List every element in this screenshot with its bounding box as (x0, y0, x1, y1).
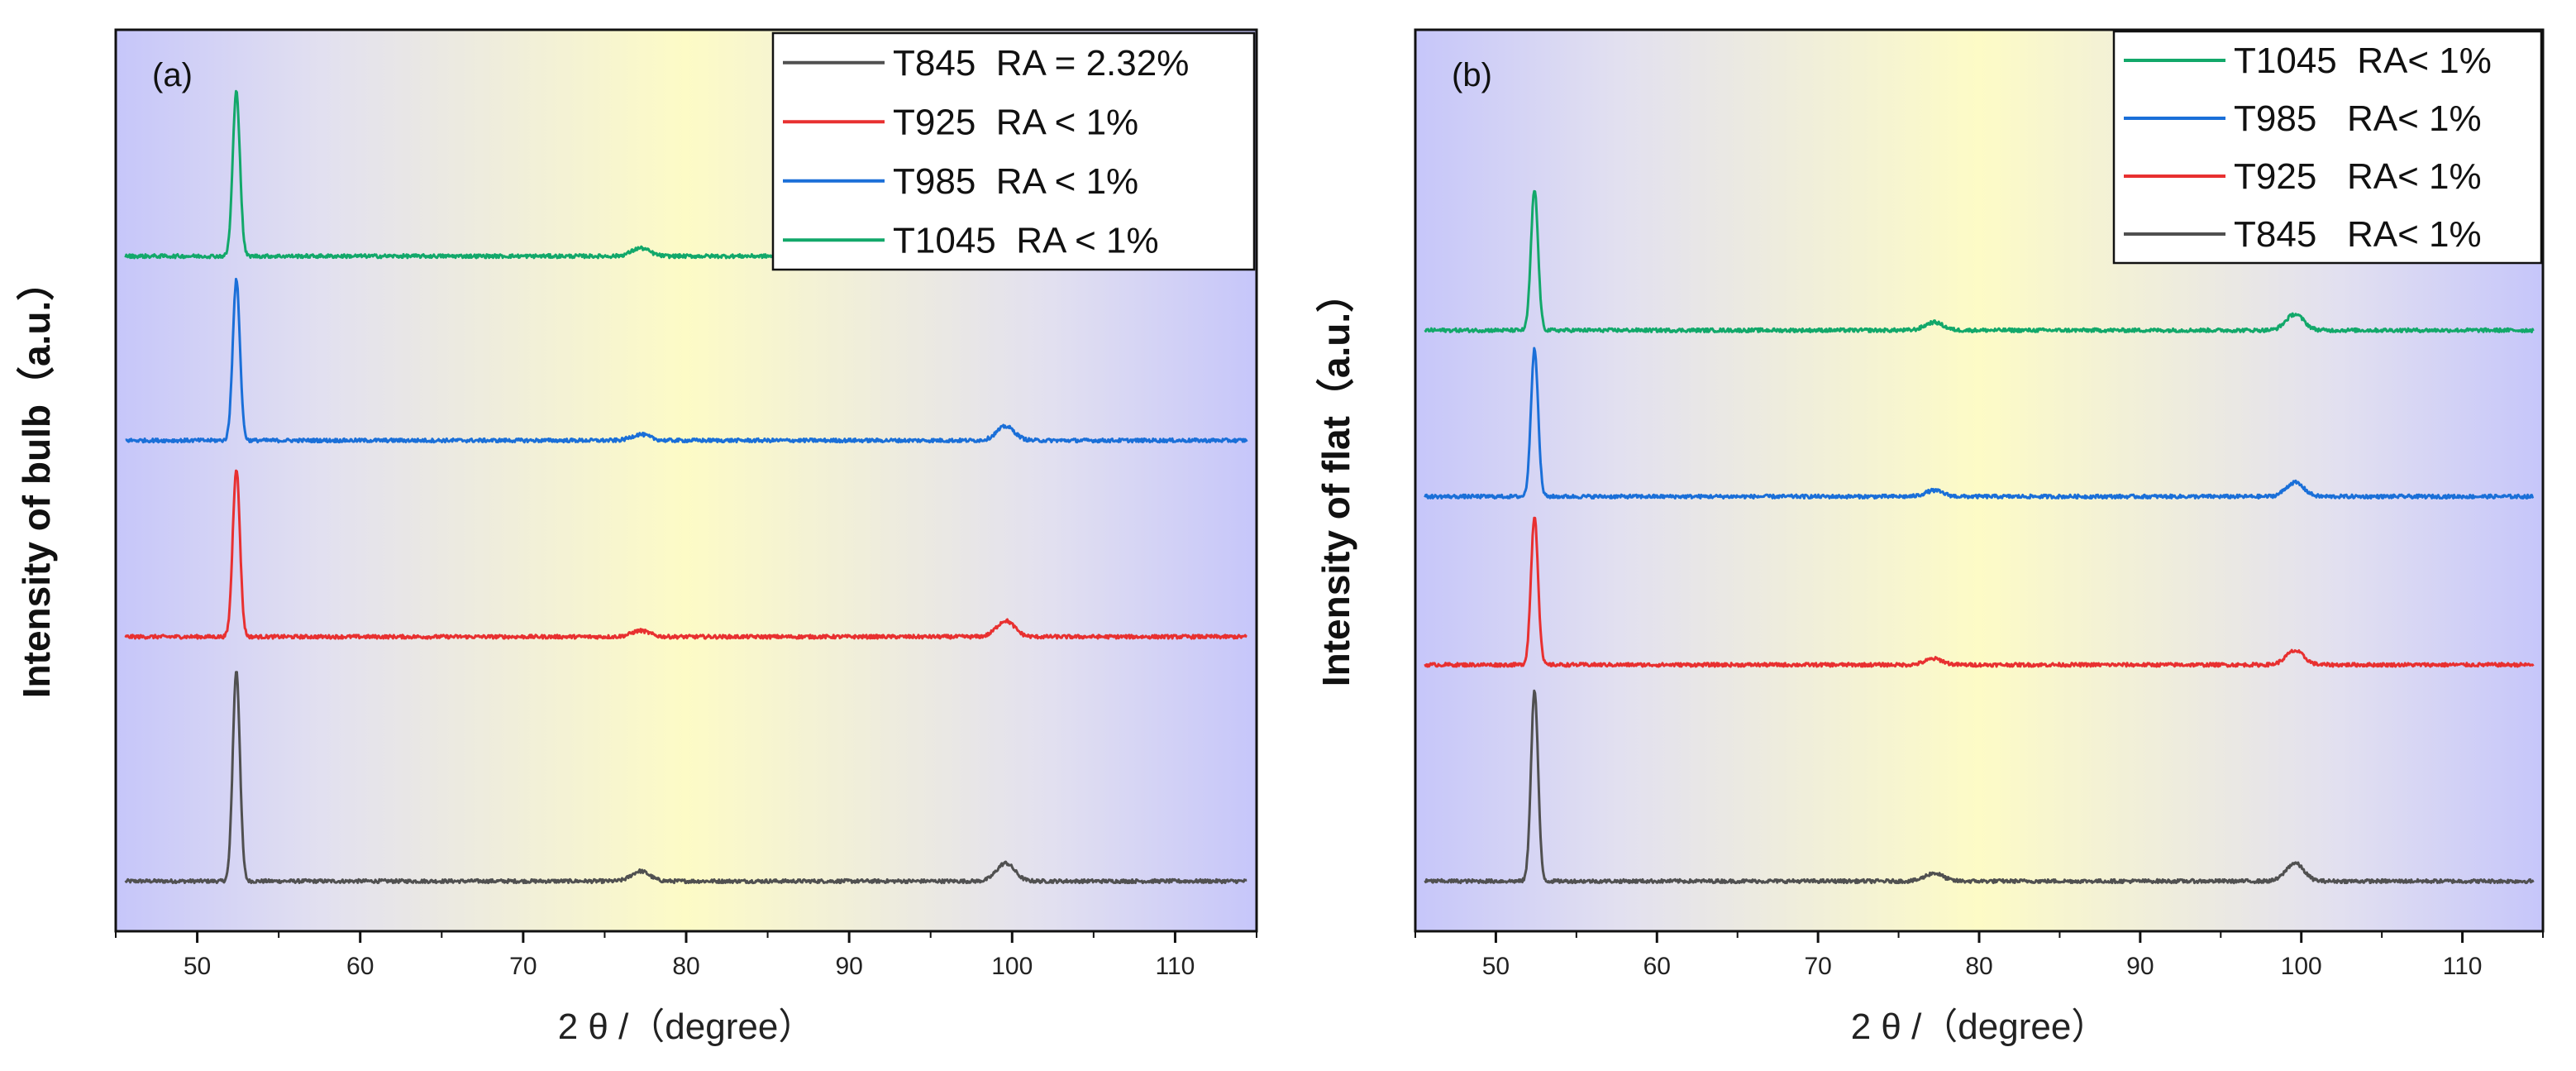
x-tick-label: 50 (1482, 953, 1510, 980)
panel-label: (b) (1452, 57, 1492, 93)
x-axis-label: 2 θ /（degree） (558, 1006, 815, 1047)
legend-label: T1045 RA < 1% (893, 220, 1159, 261)
legend-item: T845 RA = 2.32% (783, 43, 1189, 84)
panel-label: (a) (152, 57, 193, 93)
y-axis-label: Intensity of flat（a.u.） (1314, 275, 1357, 686)
x-tick-label: 70 (509, 953, 537, 980)
x-tick-label: 90 (2126, 953, 2154, 980)
legend-label: T925 RA < 1% (893, 102, 1138, 142)
series-line-1 (124, 671, 1247, 885)
x-tick-label: 80 (672, 953, 699, 980)
legend-label: T845 RA = 2.32% (893, 43, 1189, 84)
legend-item: T985 RA< 1% (2124, 98, 2482, 139)
legend-box (771, 31, 1256, 271)
legend-label: T985 RA< 1% (2234, 98, 2482, 139)
legend-item: T925 RA< 1% (2124, 156, 2482, 197)
x-tick-label: 50 (184, 953, 211, 980)
series-line-2 (1424, 347, 2535, 500)
legend-item: T845 RA< 1% (2124, 214, 2482, 255)
legend-label: T845 RA< 1% (2234, 214, 2482, 255)
x-tick-label: 90 (835, 953, 862, 980)
legend-box (2112, 30, 2543, 265)
series-line-3 (1424, 516, 2535, 668)
series-line-3 (125, 277, 1248, 444)
legend-item: T1045 RA< 1% (2124, 41, 2492, 81)
x-axis-label: 2 θ /（degree） (1851, 1006, 2108, 1047)
legend-item: T1045 RA < 1% (783, 220, 1159, 261)
legend: T845 RA = 2.32% T925 RA < 1% T985 RA < 1% T… (771, 31, 1256, 271)
legend: T1045 RA< 1% T985 RA< 1% T925 RA< 1% T845 R… (2112, 30, 2543, 265)
series-line-2 (124, 469, 1247, 640)
series-line-4 (1424, 689, 2535, 885)
panel-b: 50 60 70 80 90 100 110 2 θ /（degree） Intensity o… (1314, 28, 2545, 1047)
x-tick-label: 100 (2281, 953, 2322, 980)
y-axis-label: Intensity of bulb（a.u.） (15, 263, 58, 698)
legend-label: T985 RA < 1% (893, 161, 1138, 202)
legend-item: T985 RA < 1% (783, 161, 1138, 202)
x-tick-label: 60 (346, 953, 374, 980)
x-tick-label: 110 (2443, 953, 2483, 980)
legend-item: T925 RA < 1% (783, 102, 1138, 142)
x-tick-label: 80 (1965, 953, 1992, 980)
x-tick-label: 70 (1804, 953, 1831, 980)
legend-label: T925 RA< 1% (2234, 156, 2482, 197)
x-tick-label: 100 (991, 953, 1033, 980)
panel-a: 50 60 70 80 90 100 110 2 θ /（degree） Intensity o… (15, 28, 1258, 1047)
legend-label: T1045 RA< 1% (2234, 41, 2492, 81)
series-line-1 (1424, 189, 2535, 333)
x-tick-label: 110 (1156, 953, 1195, 980)
x-tick-label: 60 (1643, 953, 1671, 980)
